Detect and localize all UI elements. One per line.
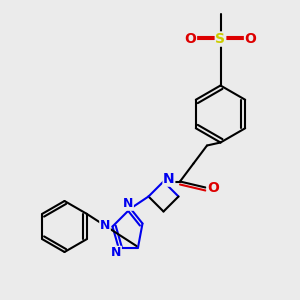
Text: O: O: [207, 181, 219, 195]
Text: N: N: [163, 172, 175, 186]
Text: N: N: [100, 219, 110, 232]
Text: O: O: [244, 32, 256, 46]
Text: N: N: [123, 197, 133, 210]
Text: O: O: [184, 32, 196, 46]
Text: N: N: [111, 246, 121, 260]
Text: S: S: [215, 32, 226, 46]
